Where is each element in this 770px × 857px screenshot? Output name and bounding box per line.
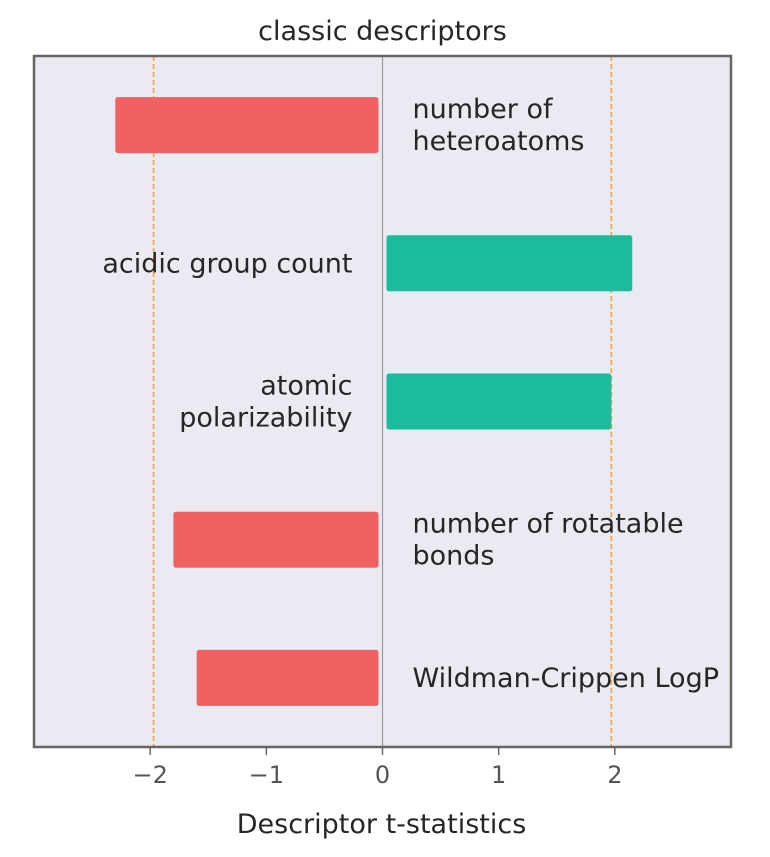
bar — [115, 97, 379, 154]
bar-label: atomic polarizability — [179, 371, 352, 434]
bar-label: number of rotatable bonds — [413, 509, 684, 572]
bar-label: acidic group count — [102, 248, 352, 279]
bars — [115, 97, 633, 706]
x-tick-label: −2 — [132, 761, 167, 789]
x-tick-label: 2 — [607, 761, 622, 789]
bar — [386, 373, 612, 430]
bar — [386, 235, 633, 292]
x-axis: −2 −1 0 1 2 — [132, 747, 622, 789]
chart-title: classic descriptors — [258, 16, 507, 47]
x-axis-label: Descriptor t-statistics — [237, 809, 527, 840]
bar-label: number of heteroatoms — [413, 94, 585, 157]
bar-labels: number of heteroatoms acidic group count at… — [102, 94, 719, 694]
bar — [196, 649, 379, 706]
bar-label: Wildman-Crippen LogP — [413, 663, 720, 694]
x-tick-label: 0 — [375, 761, 390, 789]
bar — [173, 511, 379, 568]
x-tick-label: 1 — [491, 761, 506, 789]
x-tick-label: −1 — [249, 761, 284, 789]
